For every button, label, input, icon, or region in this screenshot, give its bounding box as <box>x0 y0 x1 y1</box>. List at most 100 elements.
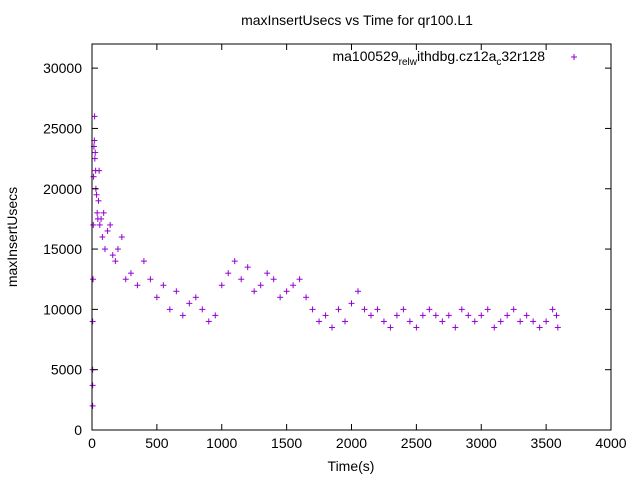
data-point <box>348 300 355 307</box>
data-point <box>218 282 225 289</box>
data-point <box>335 306 342 313</box>
data-point <box>374 306 381 313</box>
data-point <box>367 312 374 319</box>
data-point <box>549 306 556 313</box>
data-point <box>465 312 472 319</box>
data-point <box>114 246 121 253</box>
data-point <box>406 318 413 325</box>
x-axis-label: Time(s) <box>328 458 375 474</box>
data-point <box>179 312 186 319</box>
x-tick-label: 4000 <box>595 435 626 451</box>
y-axis-label: maxInsertUsecs <box>4 187 20 287</box>
data-point <box>91 113 98 120</box>
y-tick-label: 10000 <box>43 301 82 317</box>
x-tick-label: 3500 <box>531 435 562 451</box>
data-point <box>109 252 116 259</box>
data-point <box>186 300 193 307</box>
data-point <box>316 318 323 325</box>
data-point <box>89 318 96 325</box>
chart-title: maxInsertUsecs vs Time for qr100.L1 <box>241 12 473 28</box>
data-point <box>96 167 103 174</box>
data-point <box>491 324 498 331</box>
data-point <box>543 318 550 325</box>
data-point <box>342 318 349 325</box>
data-point <box>100 209 107 216</box>
data-point <box>199 306 206 313</box>
y-tick-label: 20000 <box>43 181 82 197</box>
legend-marker <box>571 54 577 60</box>
x-tick-label: 3000 <box>466 435 497 451</box>
data-point <box>264 270 271 277</box>
data-point <box>439 318 446 325</box>
data-point <box>309 306 316 313</box>
legend-marker-plus <box>571 54 577 60</box>
data-point <box>554 324 561 331</box>
data-point <box>361 306 368 313</box>
y-axis-ticks: 0 5000 10000 15000 20000 25000 30000 <box>43 60 611 438</box>
data-point <box>380 318 387 325</box>
data-point <box>536 324 543 331</box>
data-point <box>277 294 284 301</box>
data-point <box>104 227 111 234</box>
data-point <box>94 209 101 216</box>
data-point <box>393 312 400 319</box>
data-point <box>244 264 251 271</box>
data-point <box>160 282 167 289</box>
data-point <box>101 246 108 253</box>
data-point <box>484 306 491 313</box>
data-point <box>173 288 180 295</box>
data-point <box>413 324 420 331</box>
y-tick-label: 15000 <box>43 241 82 257</box>
data-point <box>270 276 277 283</box>
legend-label-subscript: rel <box>399 57 410 68</box>
data-point <box>92 149 99 156</box>
data-point <box>517 318 524 325</box>
legend-label: ma100529relwithdbg.cz12ac32r128 <box>332 48 545 68</box>
data-point <box>134 282 141 289</box>
data-point <box>91 155 98 162</box>
data-point <box>458 306 465 313</box>
data-points <box>89 113 561 409</box>
data-point <box>510 306 517 313</box>
data-point <box>257 282 264 289</box>
data-point <box>192 294 199 301</box>
data-point <box>90 276 97 283</box>
y-tick-label: 0 <box>74 422 82 438</box>
data-point <box>127 270 134 277</box>
x-axis-ticks: 0 500 1000 1500 2000 2500 3000 3500 4000 <box>88 44 627 451</box>
legend-label-subscript: w <box>409 57 418 68</box>
data-point <box>445 312 452 319</box>
data-point <box>251 288 258 295</box>
data-point <box>478 312 485 319</box>
data-point <box>354 288 361 295</box>
legend-label-part: ma100529 <box>332 48 398 64</box>
x-tick-label: 2000 <box>336 435 367 451</box>
x-tick-label: 2500 <box>401 435 432 451</box>
data-point <box>90 221 97 228</box>
data-point <box>212 312 219 319</box>
data-point <box>122 276 129 283</box>
data-point <box>471 318 478 325</box>
x-tick-label: 0 <box>88 435 96 451</box>
data-point <box>290 282 297 289</box>
data-point <box>553 312 560 319</box>
data-point <box>283 288 290 295</box>
data-point <box>89 382 96 389</box>
data-point <box>322 312 329 319</box>
legend: ma100529relwithdbg.cz12ac32r128 <box>332 48 577 68</box>
plot-frame <box>91 43 612 431</box>
data-point <box>140 258 147 265</box>
data-point <box>93 191 100 198</box>
data-point <box>166 306 173 313</box>
data-point <box>99 234 106 240</box>
x-tick-label: 1000 <box>206 435 237 451</box>
legend-label-part: ithdbg.cz12a <box>417 48 497 64</box>
x-tick-label: 500 <box>145 435 169 451</box>
y-tick-label: 25000 <box>43 120 82 136</box>
data-point <box>118 234 125 240</box>
data-point <box>419 312 426 319</box>
data-point <box>95 197 102 204</box>
y-tick-label: 5000 <box>51 362 82 378</box>
data-point <box>147 276 154 283</box>
data-point <box>504 312 511 319</box>
